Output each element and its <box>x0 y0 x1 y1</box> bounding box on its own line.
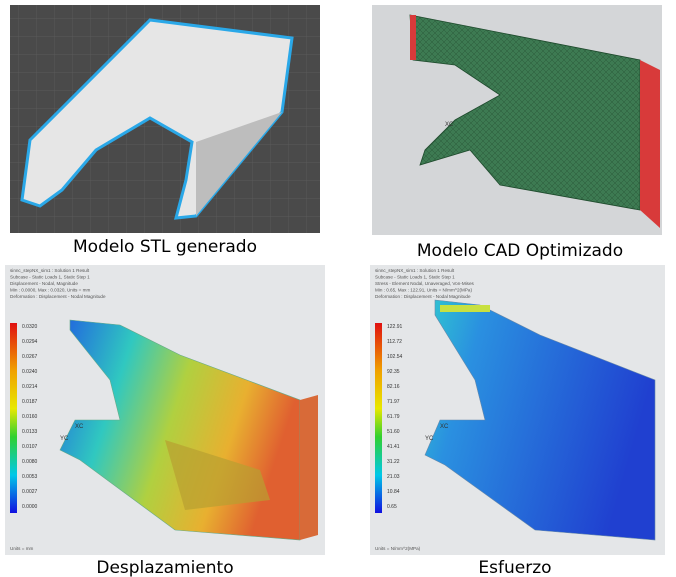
result-header: Deformation : Displacement - Nodal Magni… <box>375 294 471 299</box>
legend-value: 0.0000 <box>22 504 38 510</box>
axis-label: YC <box>425 436 434 442</box>
legend-value: 61.79 <box>387 414 400 420</box>
result-header: Subcase - Static Loads 1, Static Step 1 <box>10 275 90 280</box>
legend-value: 0.0053 <box>22 474 38 480</box>
result-header: sinnc_stepNX_sim1 : Solution 1 Result <box>375 268 455 273</box>
legend-value: 10.84 <box>387 489 400 495</box>
legend-value: 31.22 <box>387 459 400 465</box>
legend-value: 112.72 <box>387 339 402 345</box>
panel-displacement <box>5 265 325 555</box>
legend-value: 82.16 <box>387 384 400 390</box>
legend-value: 0.0187 <box>22 399 38 405</box>
legend-value: 0.0240 <box>22 369 38 375</box>
legend-value: 0.0267 <box>22 354 38 360</box>
result-header: Subcase - Static Loads 1, Static Step 1 <box>375 275 455 280</box>
legend-value: 0.0214 <box>22 384 38 390</box>
legend-value: 51.60 <box>387 429 400 435</box>
units: Units = N/mm^2(MPa) <box>375 546 421 551</box>
legend-value: 0.0107 <box>22 444 38 450</box>
result-header: Min : 0.0000, Max : 0.0320, Units = mm <box>10 288 90 293</box>
caption: Modelo STL generado <box>73 237 257 257</box>
caption: Desplazamiento <box>96 558 233 577</box>
panel-stl <box>10 5 320 233</box>
result-header: Min : 0.65, Max : 122.91, Units = N/mm^2… <box>375 288 472 293</box>
legend-value: 0.0133 <box>22 429 38 435</box>
axis-label: XC <box>75 424 84 430</box>
axis-label: XC <box>440 424 449 430</box>
panel-cad <box>372 5 662 235</box>
axis-label: XC <box>445 122 454 128</box>
legend-value: 21.03 <box>387 474 400 480</box>
units: Units = mm <box>10 546 34 551</box>
legend-value: 0.0320 <box>22 324 38 330</box>
caption: Esfuerzo <box>478 558 551 577</box>
caption: Modelo CAD Optimizado <box>417 241 623 261</box>
legend-value: 0.65 <box>387 504 397 510</box>
legend-value: 0.0027 <box>22 489 38 495</box>
result-header: sinnc_stepNX_sim1 : Solution 1 Result <box>10 268 90 273</box>
legend-value: 122.91 <box>387 324 403 330</box>
legend-value: 71.97 <box>387 399 400 405</box>
panel-stress <box>370 265 665 555</box>
legend-value: 0.0080 <box>22 459 38 465</box>
legend-value: 102.54 <box>387 354 403 360</box>
legend-value: 0.0160 <box>22 414 38 420</box>
axis-label: YC <box>60 436 69 442</box>
legend-value: 41.41 <box>387 444 400 450</box>
result-header: Displacement - Nodal, Magnitude <box>10 281 78 286</box>
legend-value: 0.0294 <box>22 339 38 345</box>
result-header: Stress - Element Nodal, Unaveraged, Von-… <box>375 281 475 286</box>
legend-value: 92.35 <box>387 369 400 375</box>
result-header: Deformation : Displacement - Nodal Magni… <box>10 294 106 299</box>
